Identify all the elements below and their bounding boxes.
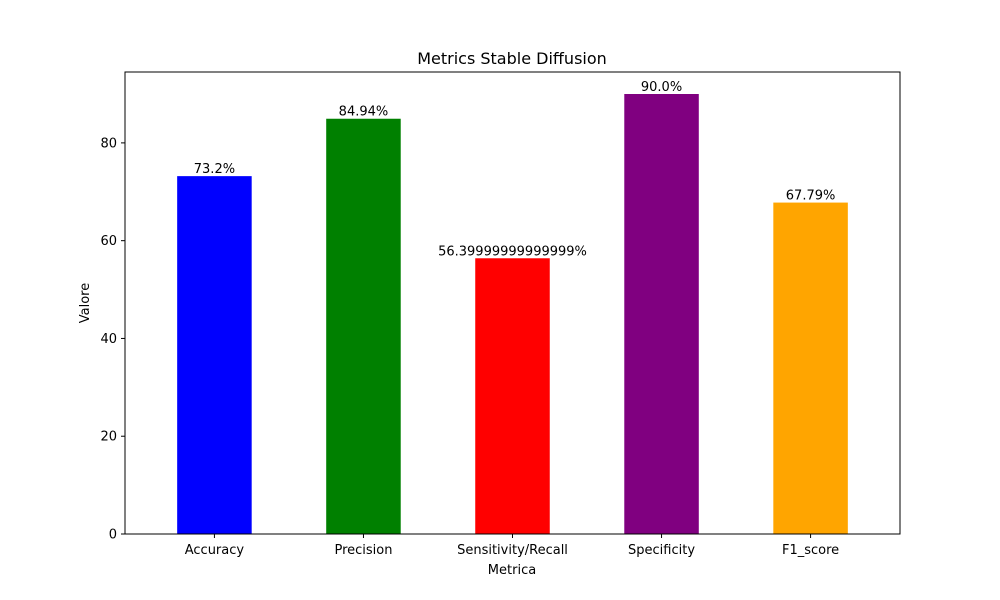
y-tick-label: 60 [100, 234, 117, 249]
x-axis-label: Metrica [488, 563, 536, 578]
data-label-precision: 84.94% [339, 105, 389, 120]
data-label-specificity: 90.0% [641, 80, 682, 95]
x-tick-label: Specificity [628, 543, 695, 558]
y-tick-label: 0 [109, 528, 117, 543]
bar-precision [326, 119, 401, 534]
y-tick-label: 20 [100, 430, 117, 445]
data-label-accuracy: 73.2% [194, 162, 235, 177]
data-labels-group: 73.2% 84.94% 56.39999999999999% 90.0% 67.79% [194, 80, 836, 259]
bar-accuracy [177, 176, 252, 534]
bar-sensitivity-recall [475, 258, 550, 534]
x-tick-label: F1_score [782, 543, 839, 558]
x-tick-label: Accuracy [185, 543, 245, 558]
bar-f1-score [773, 203, 848, 534]
x-tick-label: Sensitivity/Recall [457, 543, 568, 558]
y-axis-label: Valore [78, 283, 93, 323]
x-tick-label: Precision [334, 543, 392, 558]
x-axis-ticks: Accuracy Precision Sensitivity/Recall Speci… [185, 534, 839, 558]
y-axis-ticks: 0 20 40 60 80 [100, 136, 125, 542]
y-tick-label: 80 [100, 136, 117, 151]
bar-specificity [624, 94, 699, 534]
chart-title: Metrics Stable Diffusion [417, 49, 607, 68]
y-tick-label: 40 [100, 332, 117, 347]
data-label-sensitivity-recall: 56.39999999999999% [438, 244, 587, 259]
bars-group [177, 94, 848, 534]
data-label-f1-score: 67.79% [786, 189, 836, 204]
